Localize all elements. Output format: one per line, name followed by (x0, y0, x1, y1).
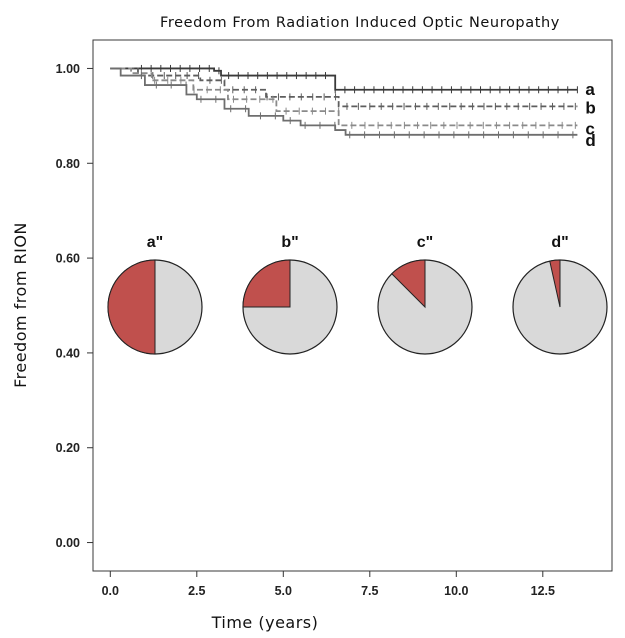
pie-label: a" (147, 234, 163, 251)
x-tick-label: 12.5 (531, 584, 555, 598)
x-tick-label: 7.5 (361, 584, 378, 598)
x-axis-title: Time (years) (211, 613, 319, 632)
curve-label: b (585, 98, 595, 117)
y-tick-label: 0.00 (56, 536, 80, 550)
pie-label: c" (417, 234, 433, 251)
y-axis: 0.00 0.20 0.40 0.60 0.80 1.00 (56, 62, 93, 550)
y-axis-title: Freedom from RION (11, 222, 30, 388)
curve-label: a (585, 80, 595, 99)
x-tick-label: 0.0 (102, 584, 119, 598)
pie-label: b" (281, 234, 298, 251)
x-tick-label: 5.0 (275, 584, 292, 598)
pie-label: d" (551, 234, 568, 251)
y-tick-label: 0.80 (56, 157, 80, 171)
y-tick-label: 0.60 (56, 252, 80, 266)
x-tick-label: 2.5 (188, 584, 205, 598)
y-tick-label: 1.00 (56, 62, 80, 76)
y-tick-label: 0.20 (56, 441, 80, 455)
x-axis: 0.0 2.5 5.0 7.5 10.0 12.5 (102, 571, 555, 598)
x-tick-label: 10.0 (444, 584, 468, 598)
chart-title: Freedom From Radiation Induced Optic Neu… (160, 15, 560, 31)
curve-label: d (585, 131, 595, 150)
y-tick-label: 0.40 (56, 346, 80, 360)
